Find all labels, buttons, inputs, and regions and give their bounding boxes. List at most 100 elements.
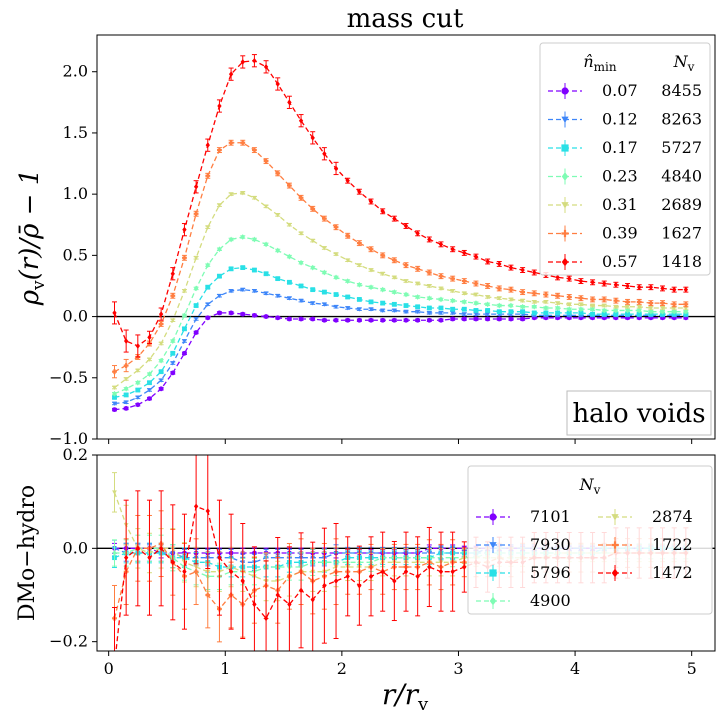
data-point xyxy=(380,568,385,575)
legend-marker xyxy=(561,116,569,124)
data-point xyxy=(321,289,327,295)
data-point xyxy=(602,307,607,314)
data-point xyxy=(520,316,526,322)
data-point xyxy=(286,296,292,301)
top-y-ticks: −1.0 −0.5 0.0 0.5 1.0 1.5 2.0 xyxy=(49,62,97,448)
data-point xyxy=(438,273,444,279)
data-point xyxy=(625,299,630,305)
data-point xyxy=(403,262,409,268)
data-point xyxy=(555,305,560,311)
data-point xyxy=(158,321,164,327)
data-point xyxy=(427,236,432,243)
data-point xyxy=(648,284,654,291)
data-point xyxy=(182,288,187,294)
data-point xyxy=(147,396,152,401)
data-point xyxy=(672,308,677,315)
data-point xyxy=(368,299,374,305)
data-point xyxy=(555,301,560,306)
data-point xyxy=(356,263,362,268)
data-point xyxy=(485,295,491,300)
legend-label: 7101 xyxy=(530,507,571,526)
data-point xyxy=(532,269,537,276)
data-point xyxy=(310,264,315,271)
data-point xyxy=(625,307,630,314)
legend-entry-5796: 5796 xyxy=(476,563,571,582)
data-point xyxy=(683,308,689,315)
data-point xyxy=(380,308,386,313)
data-point xyxy=(147,554,152,561)
series-line-1722 xyxy=(113,542,686,619)
data-point xyxy=(205,262,210,269)
legend-count: 1627 xyxy=(661,224,702,243)
data-point xyxy=(473,281,479,286)
data-point xyxy=(450,246,455,253)
data-point xyxy=(391,317,397,323)
data-point xyxy=(450,306,456,312)
legend-marker xyxy=(561,257,569,267)
data-point xyxy=(345,317,351,323)
legend-label: 2874 xyxy=(652,507,693,526)
legend-marker xyxy=(561,202,569,209)
data-point xyxy=(158,369,164,375)
data-point xyxy=(252,267,257,273)
data-point xyxy=(438,241,444,248)
data-point xyxy=(217,246,222,253)
data-point xyxy=(123,377,129,382)
data-point xyxy=(193,285,199,292)
data-point xyxy=(263,204,269,209)
data-point xyxy=(345,177,350,184)
data-point xyxy=(403,303,409,308)
data-point xyxy=(263,291,269,296)
data-point xyxy=(240,140,246,146)
data-point xyxy=(333,317,339,323)
data-point xyxy=(286,316,292,322)
data-point xyxy=(263,241,269,248)
data-point xyxy=(567,275,572,282)
data-point xyxy=(182,326,187,332)
x-tick-label: 5 xyxy=(687,659,697,678)
data-point xyxy=(112,394,117,400)
data-point xyxy=(205,225,211,230)
data-point xyxy=(356,297,362,302)
data-point xyxy=(333,252,339,257)
legend-entry-1472: 1472 xyxy=(598,563,693,582)
data-point xyxy=(485,312,491,317)
data-point xyxy=(415,230,420,237)
legend-count: 4840 xyxy=(661,167,702,186)
data-point xyxy=(636,304,642,310)
data-point xyxy=(461,278,467,284)
data-point xyxy=(240,234,245,240)
top-y-axis-label: ρv(r)/ρ̄ − 1 xyxy=(15,169,49,307)
data-point xyxy=(567,306,572,313)
series-0.39 xyxy=(111,139,689,379)
data-point xyxy=(193,303,199,308)
data-point xyxy=(543,299,549,305)
data-point xyxy=(310,238,316,244)
data-point xyxy=(613,307,619,314)
legend-count: 1418 xyxy=(661,252,702,271)
data-point xyxy=(135,545,140,552)
data-point xyxy=(287,253,292,260)
data-point xyxy=(123,554,129,561)
series-0.17 xyxy=(111,265,689,400)
data-point xyxy=(356,240,362,246)
legend-label: 0.39 xyxy=(602,224,638,243)
data-point xyxy=(287,601,292,608)
data-point xyxy=(298,316,304,322)
data-point xyxy=(263,271,269,277)
data-point xyxy=(112,310,117,316)
data-point xyxy=(485,308,491,313)
data-point xyxy=(205,302,211,307)
data-point xyxy=(438,286,444,291)
legend-marker xyxy=(611,541,619,549)
data-point xyxy=(170,559,175,566)
data-point xyxy=(205,173,211,179)
data-point xyxy=(205,508,210,514)
data-point xyxy=(532,303,537,310)
data-point xyxy=(461,306,467,312)
data-point xyxy=(357,281,362,288)
data-point xyxy=(322,582,327,589)
data-point xyxy=(636,311,642,317)
data-point xyxy=(427,564,432,570)
data-point xyxy=(112,369,117,375)
